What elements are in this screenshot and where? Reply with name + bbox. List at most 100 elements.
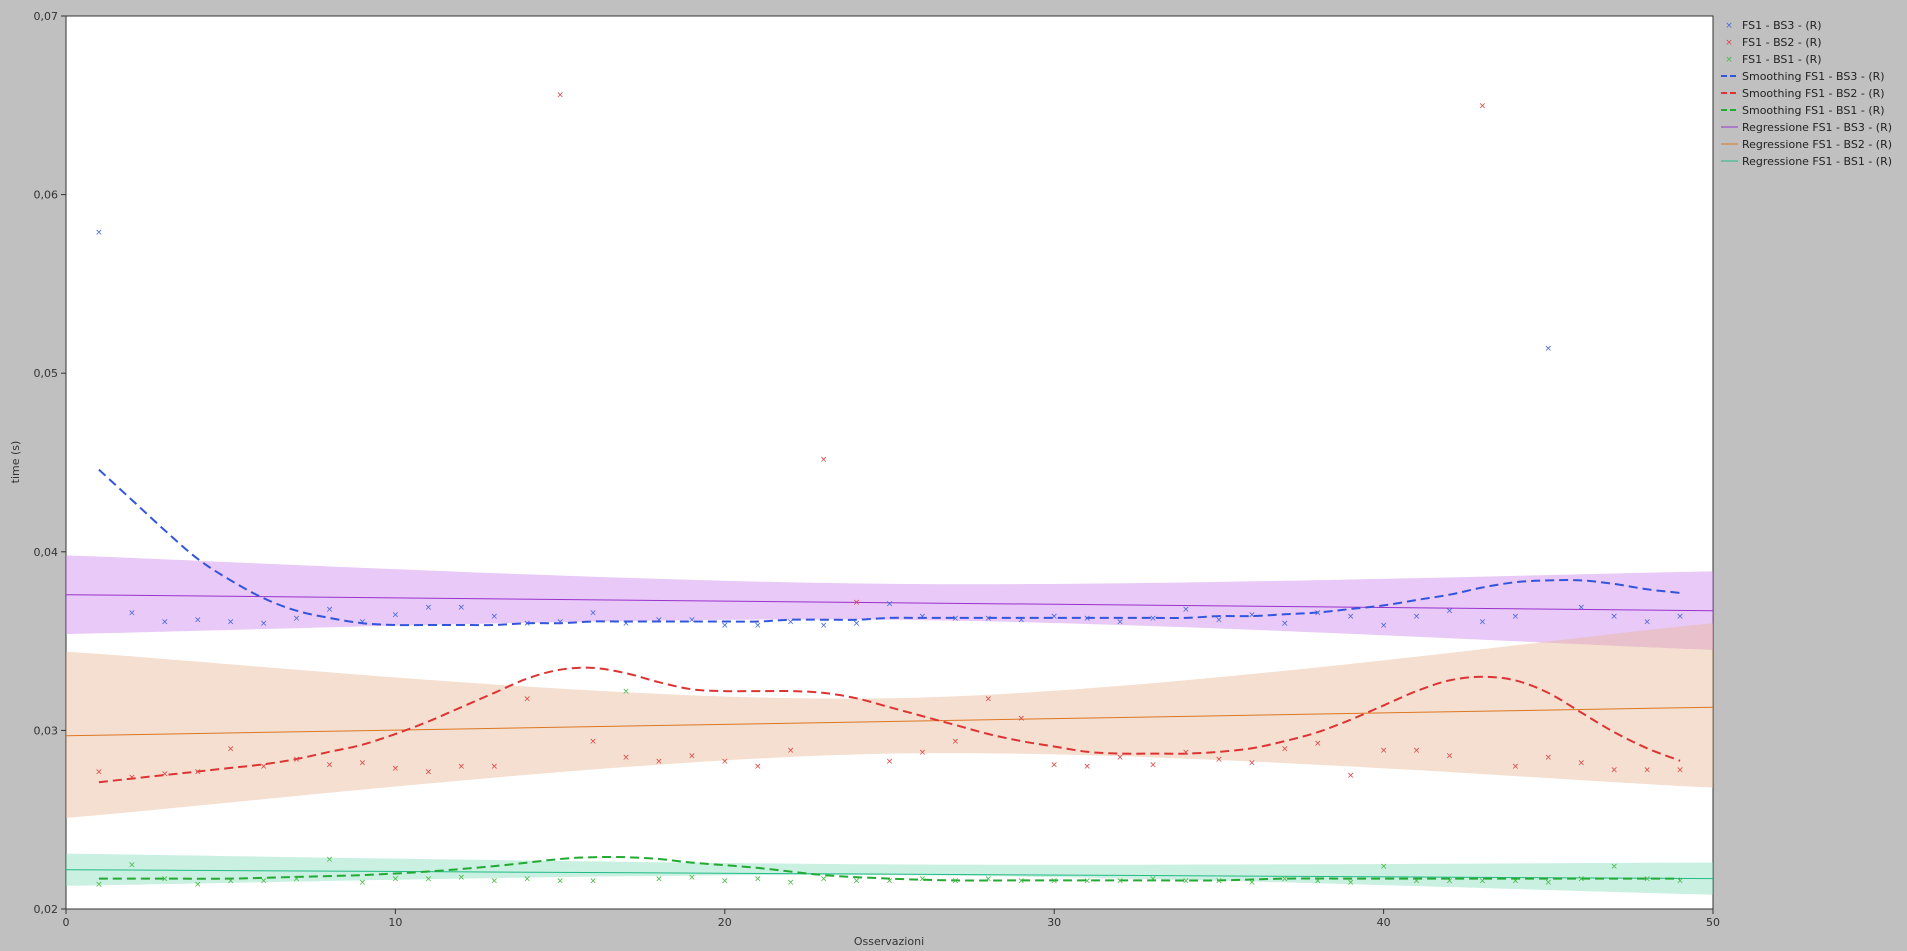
data-point: × xyxy=(622,619,630,629)
data-point: × xyxy=(1314,609,1322,619)
data-point: × xyxy=(260,762,268,772)
data-point: × xyxy=(1083,762,1091,772)
data-point: × xyxy=(853,598,861,608)
data-point: × xyxy=(655,616,663,626)
regression-line xyxy=(65,706,1714,737)
data-point: × xyxy=(1050,876,1058,886)
data-point: × xyxy=(359,878,367,888)
data-point: × xyxy=(161,617,169,627)
data-point: × xyxy=(952,614,960,624)
data-point: × xyxy=(919,748,927,758)
data-point: × xyxy=(919,612,927,622)
data-point: × xyxy=(293,614,301,624)
data-point: × xyxy=(1446,607,1454,617)
data-point: × xyxy=(787,617,795,627)
data-point: × xyxy=(95,880,103,890)
smoothing-curve xyxy=(98,468,1681,627)
data-point: × xyxy=(194,616,202,626)
confidence-band xyxy=(66,623,1713,818)
y-tick-label: 0,02 xyxy=(34,903,59,916)
data-point: × xyxy=(688,751,696,761)
data-point: × xyxy=(425,767,433,777)
data-point: × xyxy=(1413,612,1421,622)
data-point: × xyxy=(1479,876,1487,886)
data-point: × xyxy=(556,876,564,886)
regression-line xyxy=(65,594,1714,612)
data-point: × xyxy=(1215,755,1223,765)
data-point: × xyxy=(1512,762,1520,772)
data-point: × xyxy=(589,737,597,747)
data-point: × xyxy=(1577,603,1585,613)
data-point: × xyxy=(1182,748,1190,758)
x-axis-title: Osservazioni xyxy=(854,935,924,948)
data-point: × xyxy=(1149,614,1157,624)
data-point: × xyxy=(194,880,202,890)
y-axis-title: time (s) xyxy=(9,441,22,484)
data-point: × xyxy=(853,876,861,886)
data-point: × xyxy=(1610,612,1618,622)
data-point: × xyxy=(754,762,762,772)
data-point: × xyxy=(1512,876,1520,886)
data-point: × xyxy=(1610,766,1618,776)
data-point: × xyxy=(1347,878,1355,888)
data-point: × xyxy=(1545,878,1553,888)
data-point: × xyxy=(985,614,993,624)
y-tick-label: 0,06 xyxy=(34,189,59,202)
data-point: × xyxy=(128,609,136,619)
data-point: × xyxy=(886,757,894,767)
x-tick-label: 10 xyxy=(388,916,402,929)
data-point: × xyxy=(490,612,498,622)
smoothing-curve xyxy=(98,855,1681,882)
data-point: × xyxy=(1380,862,1388,872)
data-point: × xyxy=(1017,876,1025,886)
data-point: × xyxy=(655,875,663,885)
data-point: × xyxy=(820,455,828,465)
data-point: × xyxy=(1577,875,1585,885)
data-point: × xyxy=(1380,746,1388,756)
smoothing-curve xyxy=(98,666,1681,784)
data-point: × xyxy=(359,617,367,627)
data-point: × xyxy=(754,875,762,885)
data-point: × xyxy=(458,873,466,883)
data-point: × xyxy=(458,603,466,613)
data-point: × xyxy=(1479,617,1487,627)
data-point: × xyxy=(985,694,993,704)
data-point: × xyxy=(853,619,861,629)
data-point: × xyxy=(721,876,729,886)
legend-label: FS1 - BS2 - (R) xyxy=(1742,36,1822,49)
data-point: × xyxy=(293,755,301,765)
legend-label: FS1 - BS3 - (R) xyxy=(1742,19,1822,32)
data-point: × xyxy=(1512,612,1520,622)
data-point: × xyxy=(227,876,235,886)
data-point: × xyxy=(1050,760,1058,770)
x-tick-label: 0 xyxy=(63,916,70,929)
data-point: × xyxy=(1215,876,1223,886)
data-point: × xyxy=(392,610,400,620)
legend: × FS1 - BS3 - (R) × FS1 - BS2 - (R) × FS1 - B… xyxy=(1721,19,1892,168)
x-tick-label: 50 xyxy=(1706,916,1720,929)
data-point: × xyxy=(1050,612,1058,622)
data-point: × xyxy=(128,773,136,783)
data-point: × xyxy=(1413,746,1421,756)
y-tick-label: 0,03 xyxy=(34,724,59,737)
data-point: × xyxy=(820,875,828,885)
data-point: × xyxy=(1116,617,1124,627)
data-point: × xyxy=(1545,344,1553,354)
x-tick-label: 20 xyxy=(718,916,732,929)
data-point: × xyxy=(1314,876,1322,886)
data-point: × xyxy=(1182,876,1190,886)
data-point: × xyxy=(820,621,828,631)
data-point: × xyxy=(688,616,696,626)
smoothing-curves xyxy=(98,468,1681,882)
data-point: × xyxy=(952,737,960,747)
plot-area xyxy=(65,15,1714,910)
data-point: × xyxy=(919,875,927,885)
data-point: × xyxy=(1380,621,1388,631)
data-point: × xyxy=(688,873,696,883)
data-point: × xyxy=(1446,751,1454,761)
axes: 0 10 20 30 40 50 0,02 0,03 0,04 0,05 0,06 0,07 xyxy=(34,10,1721,929)
legend-label: Regressione FS1 - BS3 - (R) xyxy=(1742,121,1892,134)
data-point: × xyxy=(425,875,433,885)
legend-label: Regressione FS1 - BS1 - (R) xyxy=(1742,155,1892,168)
